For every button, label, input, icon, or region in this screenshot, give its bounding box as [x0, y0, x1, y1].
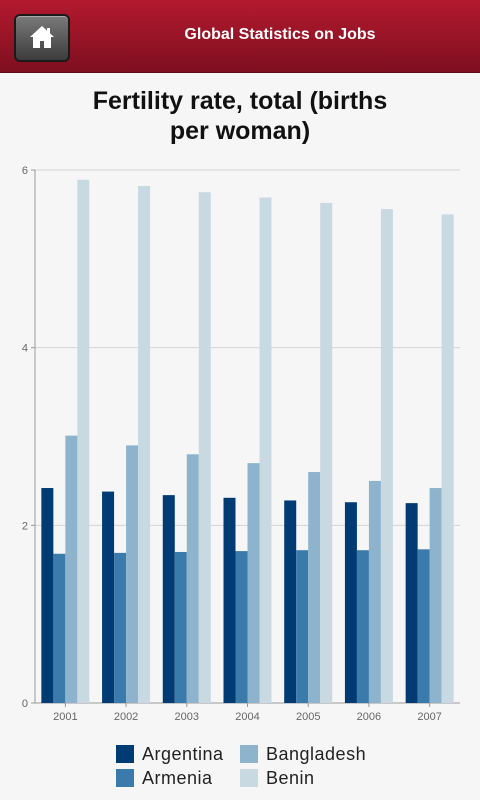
bar-benin-2007 — [441, 214, 454, 703]
bar-armenia-2002 — [114, 552, 127, 703]
bar-benin-2006 — [380, 209, 393, 703]
bar-benin-2005 — [320, 202, 333, 703]
bar-bangladesh-2003 — [186, 454, 199, 703]
legend-label-armenia: Armenia — [142, 768, 213, 788]
bar-armenia-2001 — [53, 553, 66, 703]
x-tick-label-2002: 2002 — [114, 711, 138, 723]
legend-item-argentina: Argentina — [116, 744, 224, 766]
bar-bangladesh-2007 — [429, 488, 442, 703]
bar-argentina-2003 — [162, 495, 175, 703]
bar-armenia-2003 — [174, 551, 187, 703]
x-tick-label-2006: 2006 — [357, 711, 381, 723]
legend-swatch-bangladesh — [240, 745, 258, 763]
bar-benin-2004 — [259, 197, 272, 703]
home-icon — [30, 26, 54, 48]
bar-bangladesh-2006 — [368, 480, 381, 703]
bar-benin-2002 — [138, 185, 151, 704]
legend-item-bangladesh: Bangladesh — [240, 744, 366, 766]
y-tick-label-0: 0 — [22, 698, 28, 710]
legend-label-argentina: Argentina — [142, 744, 224, 764]
legend-swatch-benin — [240, 769, 258, 787]
bar-armenia-2005 — [296, 550, 309, 703]
bar-benin-2003 — [198, 192, 211, 704]
chart-title-line-1: Fertility rate, total (births — [92, 87, 388, 115]
bar-benin-2001 — [77, 179, 90, 703]
bar-argentina-2007 — [405, 503, 418, 703]
y-tick-label-2: 2 — [22, 520, 28, 532]
x-tick-label-2003: 2003 — [175, 711, 199, 723]
legend-label-bangladesh: Bangladesh — [266, 744, 367, 764]
home-button[interactable] — [14, 14, 70, 62]
bar-argentina-2006 — [344, 502, 357, 703]
bar-bangladesh-2002 — [126, 445, 139, 703]
bar-bangladesh-2001 — [65, 435, 78, 703]
bar-argentina-2002 — [102, 491, 115, 703]
bar-argentina-2005 — [284, 500, 297, 703]
chart-title-line-2: per woman) — [169, 117, 311, 145]
y-tick-label-6: 6 — [22, 165, 28, 177]
legend-swatch-armenia — [116, 769, 134, 787]
bar-chart: 0 2 4 6 2001 2002 2003 2004 2005 2006 2007 — [22, 165, 460, 723]
x-tick-label-2005: 2005 — [296, 711, 320, 723]
bar-armenia-2004 — [235, 551, 248, 703]
bar-bangladesh-2004 — [247, 463, 260, 703]
legend-swatch-argentina — [116, 745, 134, 763]
legend-item-armenia: Armenia — [116, 768, 213, 790]
bar-argentina-2001 — [41, 488, 54, 703]
x-tick-label-2001: 2001 — [53, 711, 77, 723]
bar-argentina-2004 — [223, 497, 236, 703]
bar-armenia-2007 — [417, 549, 430, 703]
y-tick-label-4: 4 — [22, 343, 28, 355]
bar-bangladesh-2005 — [308, 472, 321, 703]
bar-armenia-2006 — [356, 550, 369, 703]
legend-label-benin: Benin — [266, 768, 315, 788]
x-tick-label-2004: 2004 — [235, 711, 259, 723]
legend-item-benin: Benin — [240, 768, 315, 790]
x-tick-label-2007: 2007 — [417, 711, 441, 723]
app-header: Global Statistics on Jobs — [0, 0, 480, 73]
chart-title: Fertility rate, total (births per woman) — [0, 86, 480, 146]
header-title: Global Statistics on Jobs — [184, 26, 376, 43]
